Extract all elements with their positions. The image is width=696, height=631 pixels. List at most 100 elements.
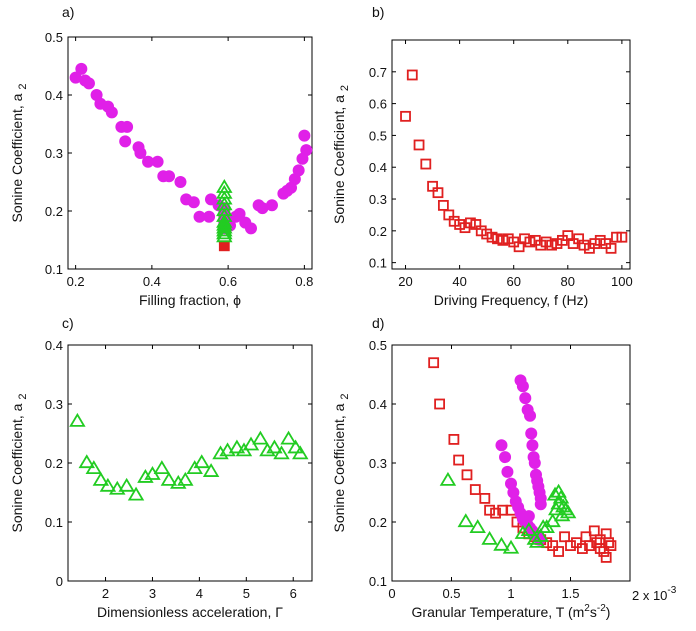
x-tick-label: 0.5 bbox=[442, 586, 460, 601]
data-point bbox=[457, 513, 475, 528]
data-point bbox=[454, 219, 466, 230]
x-tick-label: 40 bbox=[452, 274, 466, 289]
data-point bbox=[502, 539, 520, 554]
data-point bbox=[465, 217, 476, 229]
data-point bbox=[589, 238, 601, 249]
data-point bbox=[520, 522, 538, 536]
data-point bbox=[519, 392, 532, 405]
y-tick-label: 0.1 bbox=[369, 256, 387, 271]
series-2 bbox=[218, 240, 230, 252]
x-tick-label: 6 bbox=[290, 586, 297, 601]
data-point bbox=[519, 233, 530, 245]
data-point bbox=[218, 240, 230, 252]
x-tick-label: 5 bbox=[243, 586, 250, 601]
data-point bbox=[287, 439, 304, 454]
data-point bbox=[546, 486, 564, 501]
data-point bbox=[528, 457, 541, 469]
data-point bbox=[497, 234, 509, 246]
y-tick-label: 0.2 bbox=[45, 204, 63, 219]
data-point bbox=[118, 477, 135, 492]
data-point bbox=[119, 135, 132, 148]
data-point bbox=[428, 357, 440, 369]
data-point bbox=[486, 231, 498, 243]
data-point bbox=[105, 106, 118, 119]
data-point bbox=[266, 439, 283, 454]
data-point bbox=[252, 430, 269, 445]
data-point bbox=[481, 228, 493, 240]
x-tick-label: 0.6 bbox=[219, 274, 237, 289]
y-tick-label: 0.2 bbox=[369, 224, 387, 239]
data-point bbox=[611, 231, 622, 243]
x-tick-label: 4 bbox=[196, 586, 203, 601]
data-point bbox=[605, 242, 617, 254]
data-point bbox=[292, 445, 309, 460]
data-point bbox=[616, 231, 628, 243]
data-point bbox=[493, 536, 510, 551]
data-point bbox=[584, 540, 595, 551]
data-point bbox=[151, 155, 164, 168]
data-point bbox=[534, 519, 552, 533]
data-point bbox=[233, 207, 246, 220]
data-point bbox=[280, 430, 297, 445]
y-tick-label: 0.2 bbox=[369, 515, 387, 530]
data-point bbox=[160, 471, 178, 486]
axes-box bbox=[391, 39, 631, 270]
data-point bbox=[174, 176, 187, 188]
series-3 bbox=[439, 471, 577, 554]
data-point bbox=[202, 463, 220, 477]
data-point bbox=[193, 210, 206, 223]
data-point bbox=[256, 202, 269, 215]
data-point bbox=[75, 62, 88, 75]
y-tick-label: 0.5 bbox=[45, 30, 63, 45]
data-point bbox=[469, 519, 486, 533]
data-point bbox=[99, 477, 117, 492]
y-tick-label: 0.4 bbox=[45, 338, 63, 353]
x-tick-label: 60 bbox=[506, 274, 520, 289]
y-tick-label: 0.3 bbox=[369, 456, 387, 471]
data-point bbox=[216, 225, 233, 240]
data-point bbox=[420, 158, 432, 170]
panel-label: d) bbox=[372, 315, 384, 331]
data-point bbox=[502, 233, 514, 245]
y-axis-title: Sonine Coefficient, a 2 bbox=[9, 394, 29, 533]
series-1 bbox=[69, 62, 313, 235]
y-tick-label: 0.1 bbox=[369, 574, 387, 589]
series-2 bbox=[495, 374, 547, 546]
data-point bbox=[443, 209, 455, 221]
data-point bbox=[546, 239, 557, 251]
data-point bbox=[82, 77, 95, 90]
data-point bbox=[434, 398, 446, 410]
axes-box bbox=[67, 36, 313, 270]
data-point bbox=[522, 510, 535, 523]
data-point bbox=[427, 180, 438, 192]
data-point bbox=[432, 187, 444, 199]
data-point bbox=[594, 234, 606, 246]
panel-2: b) 20 40 60 80 100 0.1 0.2 0.3 0.4 0.5 0.6 0.7 Drivin… bbox=[331, 4, 633, 308]
data-point bbox=[163, 170, 176, 183]
data-point bbox=[562, 230, 574, 242]
data-point bbox=[203, 210, 216, 223]
data-point bbox=[170, 474, 187, 489]
data-point bbox=[212, 445, 229, 460]
data-point bbox=[559, 531, 570, 543]
y-axis-title: Sonine Coefficient, a 2 bbox=[9, 84, 29, 223]
y-tick-label: 0.7 bbox=[369, 65, 387, 80]
data-point bbox=[573, 233, 585, 245]
x-axis-title: Driving Frequency, f (Hz) bbox=[434, 292, 589, 308]
y-tick-label: 0.6 bbox=[369, 97, 387, 112]
data-point bbox=[513, 241, 525, 253]
data-point bbox=[193, 454, 210, 469]
data-point bbox=[551, 238, 563, 249]
data-point bbox=[469, 484, 481, 495]
y-tick-label: 0.4 bbox=[369, 160, 387, 175]
data-point bbox=[448, 433, 460, 445]
data-point bbox=[559, 504, 577, 519]
data-point bbox=[484, 504, 495, 516]
data-point bbox=[525, 427, 538, 440]
y-tick-label: 0.2 bbox=[45, 456, 63, 471]
data-point bbox=[187, 196, 200, 209]
data-point bbox=[475, 225, 487, 237]
data-point bbox=[448, 215, 460, 227]
data-point bbox=[137, 468, 154, 483]
